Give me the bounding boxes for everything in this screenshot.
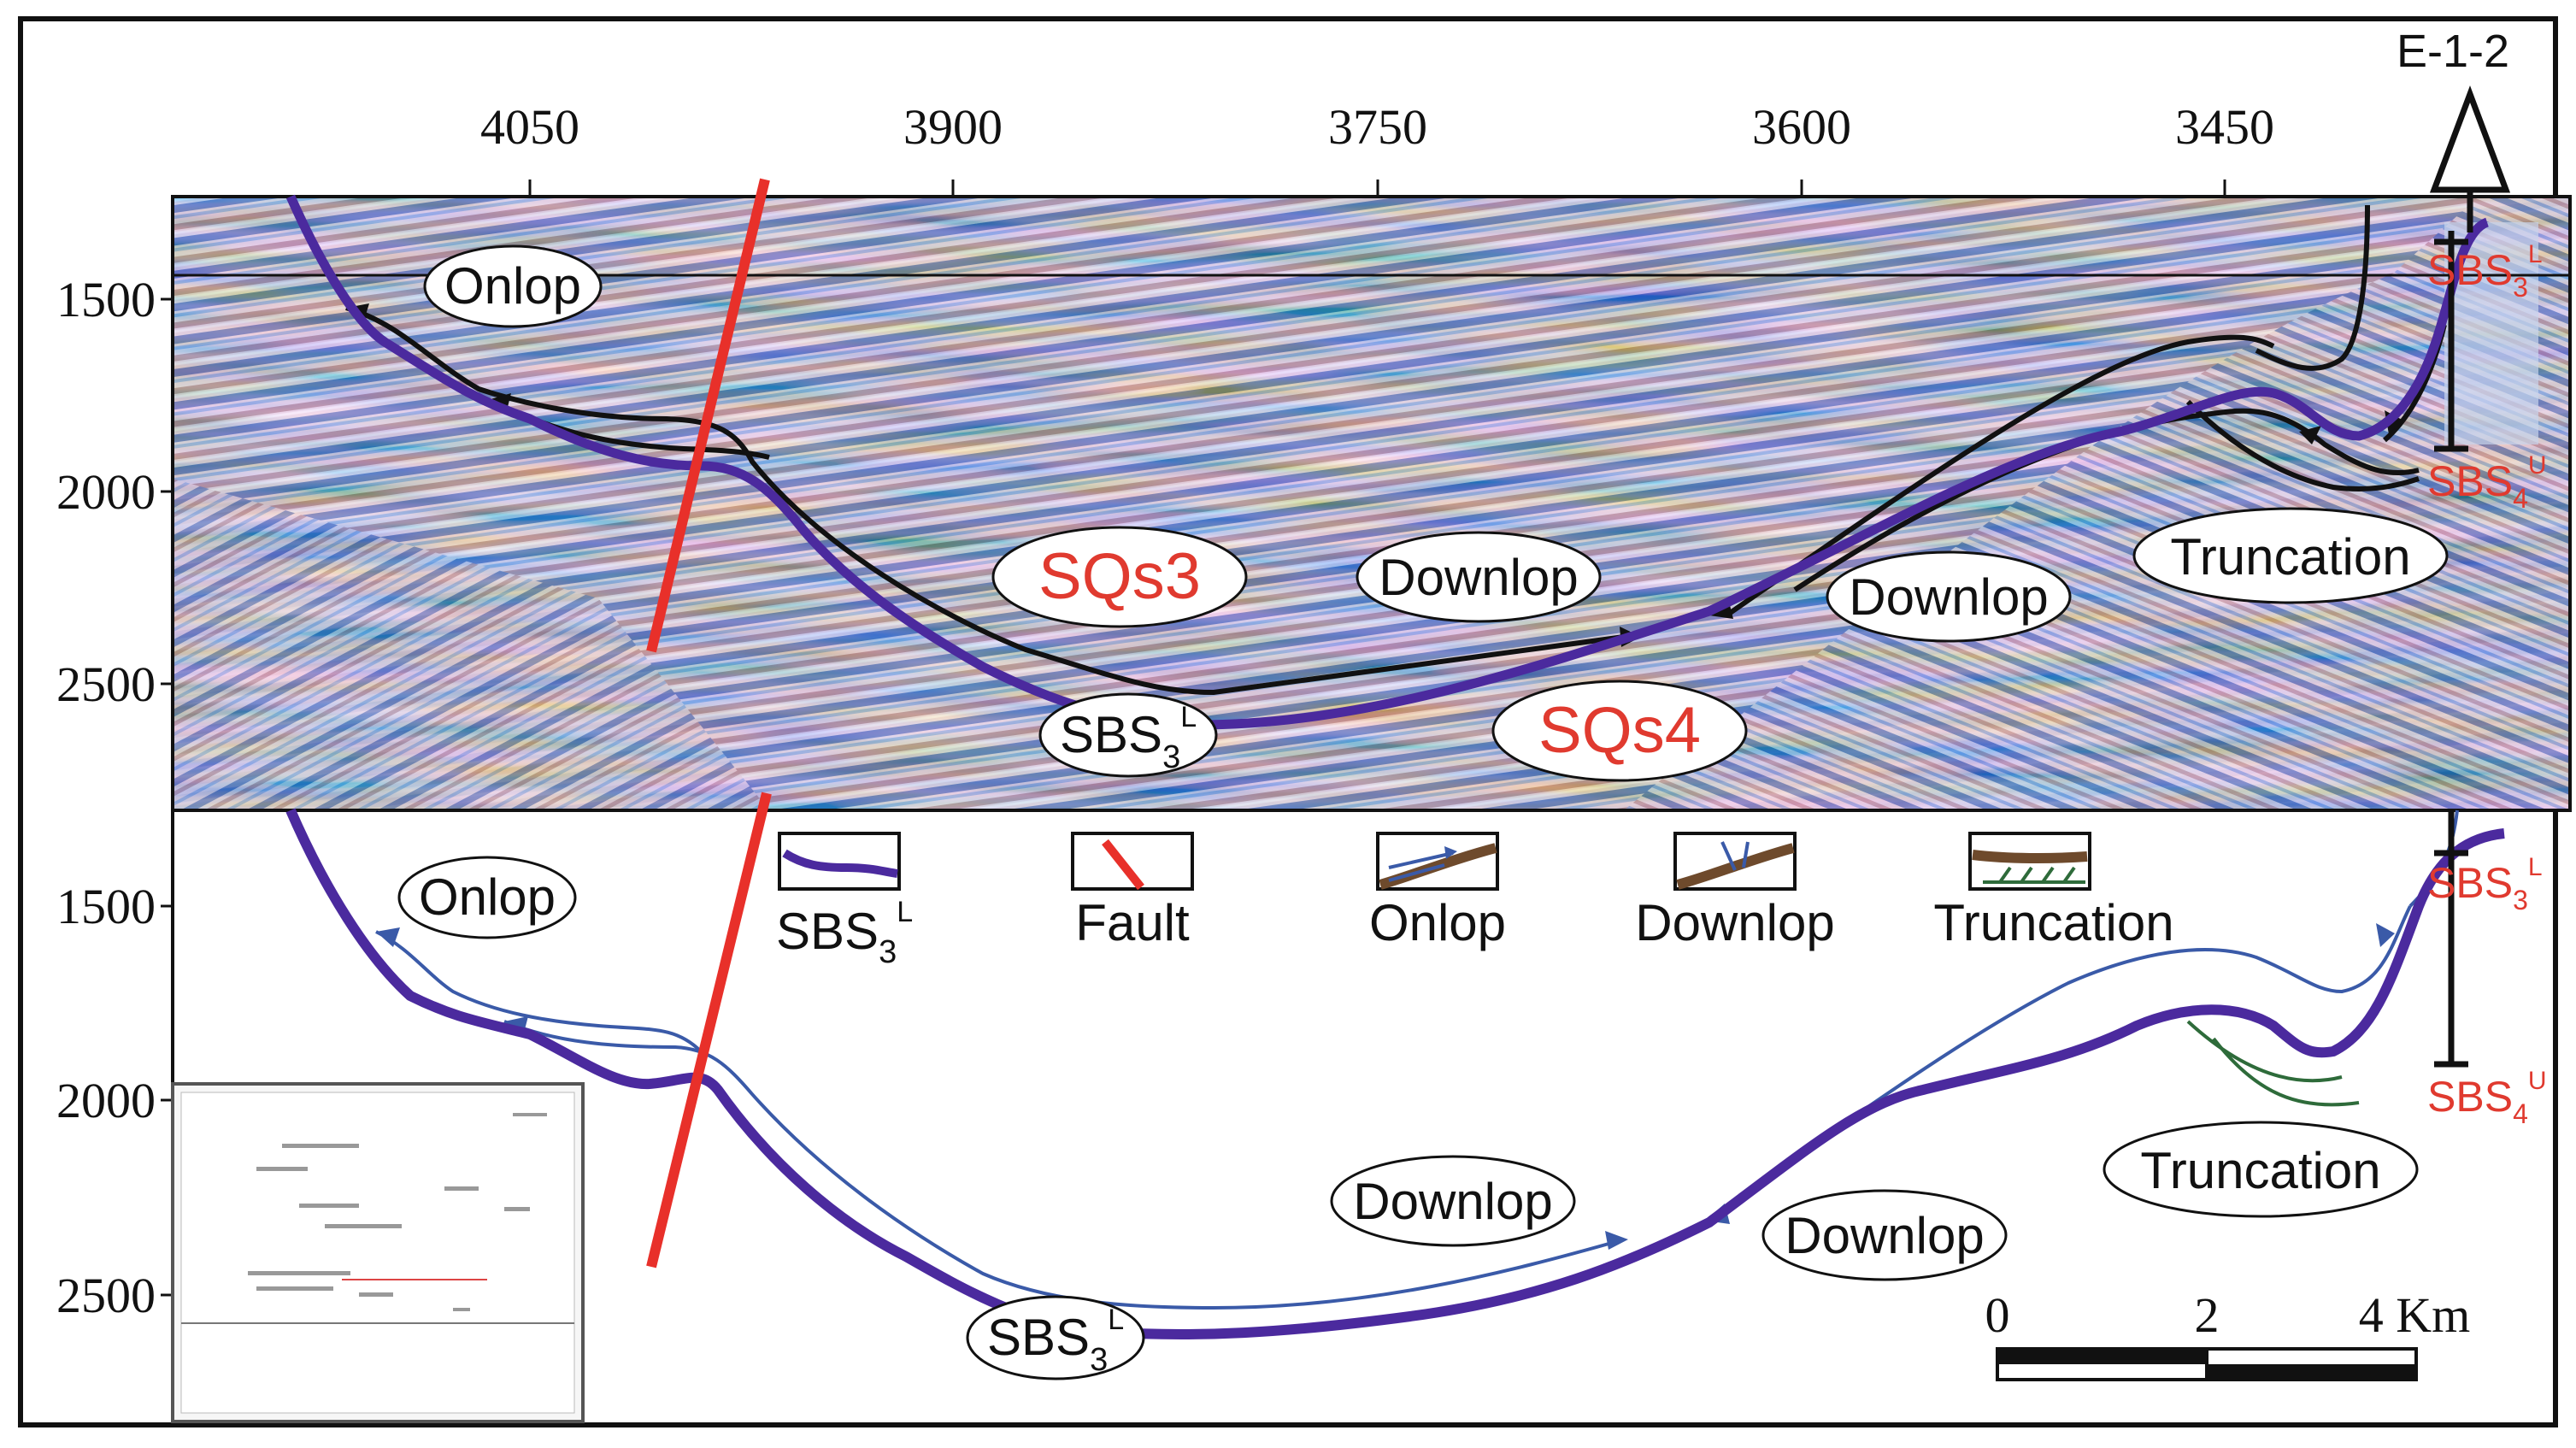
y-tick-label: 2500 xyxy=(56,656,156,712)
upper-label-downlop-2: Downlop xyxy=(1826,550,2072,643)
scale-bar: 0 2 4 Km xyxy=(1985,1287,2471,1381)
lower-truncation-lines xyxy=(2186,1020,2360,1107)
legend-item-boundary: SBS3L xyxy=(776,832,913,970)
well-marker: E-1-2 xyxy=(2397,26,2511,233)
lower-well-log: SBS3L SBS4U xyxy=(2427,810,2547,1129)
svg-text:SBS3L: SBS3L xyxy=(776,896,913,970)
svg-text:Truncation: Truncation xyxy=(2140,1142,2380,1199)
y-axis-lower: 1500 2000 2500 xyxy=(56,810,174,1425)
svg-text:Downlop: Downlop xyxy=(1353,1173,1552,1230)
y-tick-label: 2000 xyxy=(56,464,156,520)
lower-label-downlop-1: Downlop xyxy=(1330,1155,1576,1247)
upper-well-log: SBS3L SBS4U xyxy=(2427,231,2547,514)
svg-text:SBS3L: SBS3L xyxy=(2427,853,2543,915)
lower-label-downlop-2: Downlop xyxy=(1761,1189,2008,1281)
y-tick-label: 1500 xyxy=(56,272,156,327)
legend-item-truncation: Truncation xyxy=(1933,832,2174,951)
upper-label-sbs3l: SBS3L xyxy=(1038,692,1218,778)
scale-label: 4 Km xyxy=(2359,1287,2471,1343)
legend-item-onlop: Onlop xyxy=(1369,832,1506,951)
svg-text:SBS4U: SBS4U xyxy=(2427,1067,2547,1129)
y-tick-label: 2500 xyxy=(56,1268,156,1323)
upper-boundary-sbs3l xyxy=(285,194,2490,730)
svg-text:Downlop: Downlop xyxy=(1379,549,1578,606)
lower-label-onlop: Onlop xyxy=(397,856,577,939)
svg-text:Downlop: Downlop xyxy=(1635,894,1834,951)
svg-text:SQs3: SQs3 xyxy=(1038,540,1201,613)
inset-location-map xyxy=(171,1082,585,1423)
svg-text:Truncation: Truncation xyxy=(1933,894,2173,951)
x-tick-label: 3600 xyxy=(1752,99,1851,155)
svg-text:Onlop: Onlop xyxy=(1369,894,1506,951)
upper-label-onlop: Onlop xyxy=(423,244,603,328)
svg-text:SBS4U: SBS4U xyxy=(2427,451,2547,514)
svg-text:Fault: Fault xyxy=(1075,894,1190,951)
svg-text:Truncation: Truncation xyxy=(2170,528,2410,586)
x-tick-label: 4050 xyxy=(480,99,579,155)
x-axis: 4050 3900 3750 3600 3450 xyxy=(480,99,2274,197)
x-tick-label: 3900 xyxy=(903,99,1003,155)
svg-text:Onlop: Onlop xyxy=(444,257,581,315)
y-tick-label: 1500 xyxy=(56,879,156,934)
lower-label-truncation: Truncation xyxy=(2103,1121,2419,1218)
svg-text:Downlop: Downlop xyxy=(1849,568,2048,626)
lower-boundary-sbs3l xyxy=(285,808,2505,1339)
svg-text:Downlop: Downlop xyxy=(1785,1207,1984,1264)
lower-fault-line xyxy=(646,792,772,1268)
legend-item-fault: Fault xyxy=(1071,832,1194,951)
svg-text:SBS3L: SBS3L xyxy=(1060,701,1197,775)
svg-text:SBS3L: SBS3L xyxy=(2427,240,2543,303)
upper-fault-line xyxy=(646,178,770,653)
svg-text:SQs4: SQs4 xyxy=(1538,694,1701,767)
x-tick-label: 3450 xyxy=(2175,99,2274,155)
x-tick-label: 3750 xyxy=(1328,99,1427,155)
well-name: E-1-2 xyxy=(2397,26,2509,77)
svg-text:SBS3L: SBS3L xyxy=(987,1304,1124,1378)
y-axis-upper: 1500 2000 2500 xyxy=(56,272,173,712)
upper-label-truncation: Truncation xyxy=(2132,507,2449,604)
upper-label-sqs3: SQs3 xyxy=(991,526,1248,628)
scale-label: 0 xyxy=(1985,1287,2010,1343)
lower-label-sbs3l: SBS3L xyxy=(966,1295,1145,1380)
svg-text:Onlop: Onlop xyxy=(419,868,556,926)
scale-label: 2 xyxy=(2195,1287,2220,1343)
seismic-panel-border xyxy=(171,195,2572,812)
legend-item-downlop: Downlop xyxy=(1635,832,1835,951)
y-tick-label: 2000 xyxy=(56,1073,156,1128)
legend: SBS3L Fault Onlop Downlop xyxy=(776,832,2174,970)
upper-label-sqs4: SQs4 xyxy=(1491,680,1748,782)
upper-label-downlop-1: Downlop xyxy=(1356,531,1602,623)
